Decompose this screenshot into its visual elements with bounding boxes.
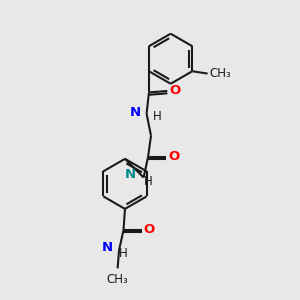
Text: O: O	[168, 150, 179, 163]
Text: N: N	[125, 168, 136, 181]
Text: N: N	[101, 241, 112, 254]
Text: O: O	[143, 223, 155, 236]
Text: H: H	[153, 110, 162, 123]
Text: CH₃: CH₃	[107, 273, 128, 286]
Text: H: H	[144, 175, 152, 188]
Text: CH₃: CH₃	[209, 67, 231, 80]
Text: N: N	[130, 106, 141, 119]
Text: H: H	[119, 247, 128, 260]
Text: O: O	[169, 84, 180, 97]
